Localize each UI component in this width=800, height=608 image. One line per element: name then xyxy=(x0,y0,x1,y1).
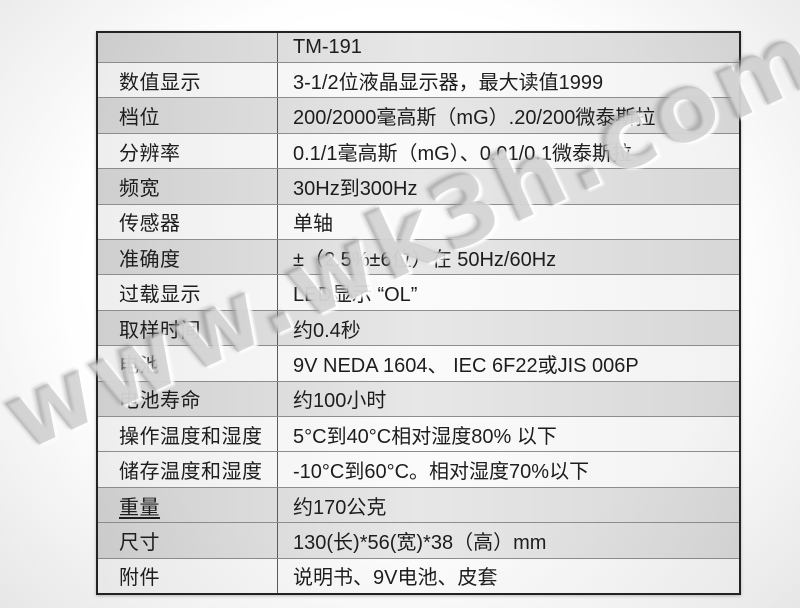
spec-row-label: 取样时间 xyxy=(98,310,278,346)
spec-row-value: 200/2000毫高斯（mG）.20/200微泰斯拉 xyxy=(293,107,656,130)
spec-row-label-text: 电池寿命 xyxy=(119,390,201,413)
spec-row-label: 分辨率 xyxy=(98,133,278,169)
spec-row-label-text: 过载显示 xyxy=(119,284,201,307)
spec-row-label-text: 传感器 xyxy=(119,213,181,236)
spec-row-label-text: 操作温度和湿度 xyxy=(119,425,263,448)
spec-row: 电池寿命 约100小时 xyxy=(98,380,739,417)
spec-row-label-text: 尺寸 xyxy=(119,531,160,554)
spec-row-value: 约100小时 xyxy=(293,390,387,413)
spec-row-label: 传感器 xyxy=(98,204,278,240)
spec-row-value: 约0.4秒 xyxy=(293,319,361,342)
spec-row-value: 0.1/1毫高斯（mG）、0.01/0.1微泰斯拉 xyxy=(293,142,632,165)
spec-row: 附件 说明书、9V电池、皮套 xyxy=(98,557,739,594)
spec-row-value: 约170公克 xyxy=(293,496,387,519)
spec-row-label: 档位 xyxy=(98,98,278,133)
spec-row-value: 单轴 xyxy=(293,213,333,236)
spec-row: 频宽 30Hz到300Hz xyxy=(98,168,739,204)
spec-row-label-text: 电池 xyxy=(119,354,160,377)
spec-row: 电池 9V NEDA 1604、 IEC 6F22或JIS 006P xyxy=(98,345,739,381)
spec-row-label: 重量 xyxy=(98,487,278,523)
spec-row-value: 3-1/2位液晶显示器，最大读值1999 xyxy=(293,71,604,94)
spec-row: 数值显示 3-1/2位液晶显示器，最大读值1999 xyxy=(98,62,739,98)
spec-row-label-text: 准确度 xyxy=(119,248,181,271)
spec-row-label-text: 分辨率 xyxy=(119,142,181,165)
spec-row-label-text: 储存温度和湿度 xyxy=(119,461,263,484)
spec-row-value: 5°C到40°C相对湿度80% 以下 xyxy=(293,425,557,448)
spec-row-value: 说明书、9V电池、皮套 xyxy=(293,567,498,590)
spec-row: 准确度 ±（2.5%±6位）在 50Hz/60Hz xyxy=(98,239,739,275)
spec-row-label-text: 频宽 xyxy=(119,177,160,200)
table-header-row: TM-191 xyxy=(98,33,739,62)
spec-row-label-text: 数值显示 xyxy=(119,71,201,94)
spec-row-value: 30Hz到300Hz xyxy=(293,177,418,200)
model-title: TM-191 xyxy=(293,36,362,58)
spec-row-label: 数值显示 xyxy=(98,63,278,98)
spec-row: 重量 约170公克 xyxy=(98,486,739,523)
spec-row-label-text: 重量 xyxy=(119,496,160,519)
spec-row: 取样时间 约0.4秒 xyxy=(98,309,739,346)
spec-row-value: LED显示 “OL” xyxy=(293,284,418,307)
spec-row: 分辨率 0.1/1毫高斯（mG）、0.01/0.1微泰斯拉 xyxy=(98,132,739,169)
spec-row-value: 130(长)*56(宽)*38（高）mm xyxy=(293,531,547,554)
spec-row-value: ±（2.5%±6位）在 50Hz/60Hz xyxy=(293,248,557,271)
spec-row-label-text: 附件 xyxy=(119,567,160,590)
spec-row-label: 频宽 xyxy=(98,169,278,204)
spec-row-label: 操作温度和湿度 xyxy=(98,417,278,452)
spec-row-label: 储存温度和湿度 xyxy=(98,452,278,487)
spec-row-label: 电池寿命 xyxy=(98,381,278,417)
spec-table: TM-191 数值显示 3-1/2位液晶显示器，最大读值1999 档位 200/200… xyxy=(96,31,741,595)
spec-row-label: 电池 xyxy=(98,346,278,381)
spec-row: 尺寸 130(长)*56(宽)*38（高）mm xyxy=(98,522,739,558)
spec-row-label: 准确度 xyxy=(98,240,278,275)
spec-row-value: -10°C到60°C。相对湿度70%以下 xyxy=(293,461,590,484)
header-label-cell xyxy=(98,33,278,62)
spec-row-label-text: 档位 xyxy=(119,107,160,130)
spec-row: 过载显示 LED显示 “OL” xyxy=(98,274,739,310)
spec-row-value: 9V NEDA 1604、 IEC 6F22或JIS 006P xyxy=(293,354,639,377)
spec-row-label-text: 取样时间 xyxy=(119,319,201,342)
spec-row: 储存温度和湿度 -10°C到60°C。相对湿度70%以下 xyxy=(98,451,739,487)
spec-row-label: 尺寸 xyxy=(98,523,278,558)
spec-row-label: 过载显示 xyxy=(98,275,278,310)
spec-row: 档位 200/2000毫高斯（mG）.20/200微泰斯拉 xyxy=(98,97,739,133)
spec-row: 传感器 单轴 xyxy=(98,203,739,240)
spec-row: 操作温度和湿度 5°C到40°C相对湿度80% 以下 xyxy=(98,416,739,452)
spec-row-label: 附件 xyxy=(98,558,278,594)
